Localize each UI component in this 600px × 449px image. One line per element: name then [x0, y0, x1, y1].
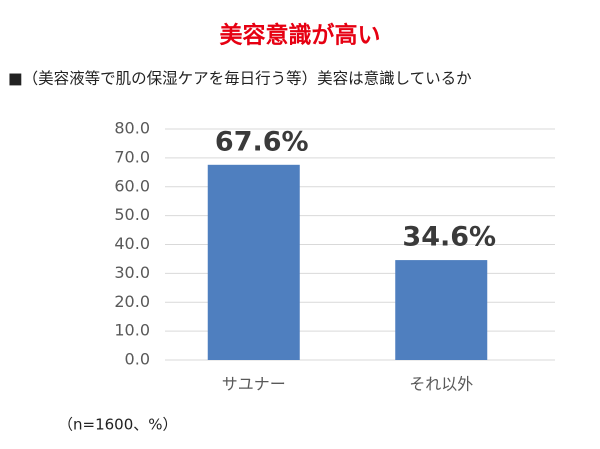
x-tick-label: サユナー — [222, 375, 286, 394]
y-tick-label: 0.0 — [125, 350, 150, 369]
y-tick-label: 40.0 — [114, 234, 150, 253]
value-label: 67.6% — [215, 126, 309, 157]
bar — [207, 164, 300, 360]
chart-subtitle: ■（美容液等で肌の保湿ケアを毎日行う等）美容は意識しているか — [8, 69, 472, 88]
chart-title: 美容意識が高い — [220, 22, 381, 49]
y-tick-label: 30.0 — [114, 263, 150, 282]
value-label: 34.6% — [402, 222, 496, 253]
y-tick-label: 10.0 — [114, 321, 150, 340]
y-tick-label: 60.0 — [114, 176, 150, 195]
y-tick-label: 70.0 — [114, 147, 150, 166]
y-tick-label: 50.0 — [114, 205, 150, 224]
bar — [395, 260, 488, 360]
x-tick-label: それ以外 — [409, 375, 473, 394]
y-tick-label: 80.0 — [114, 119, 150, 138]
y-tick-label: 20.0 — [114, 292, 150, 311]
chart-note: （n=1600、%） — [58, 416, 178, 434]
